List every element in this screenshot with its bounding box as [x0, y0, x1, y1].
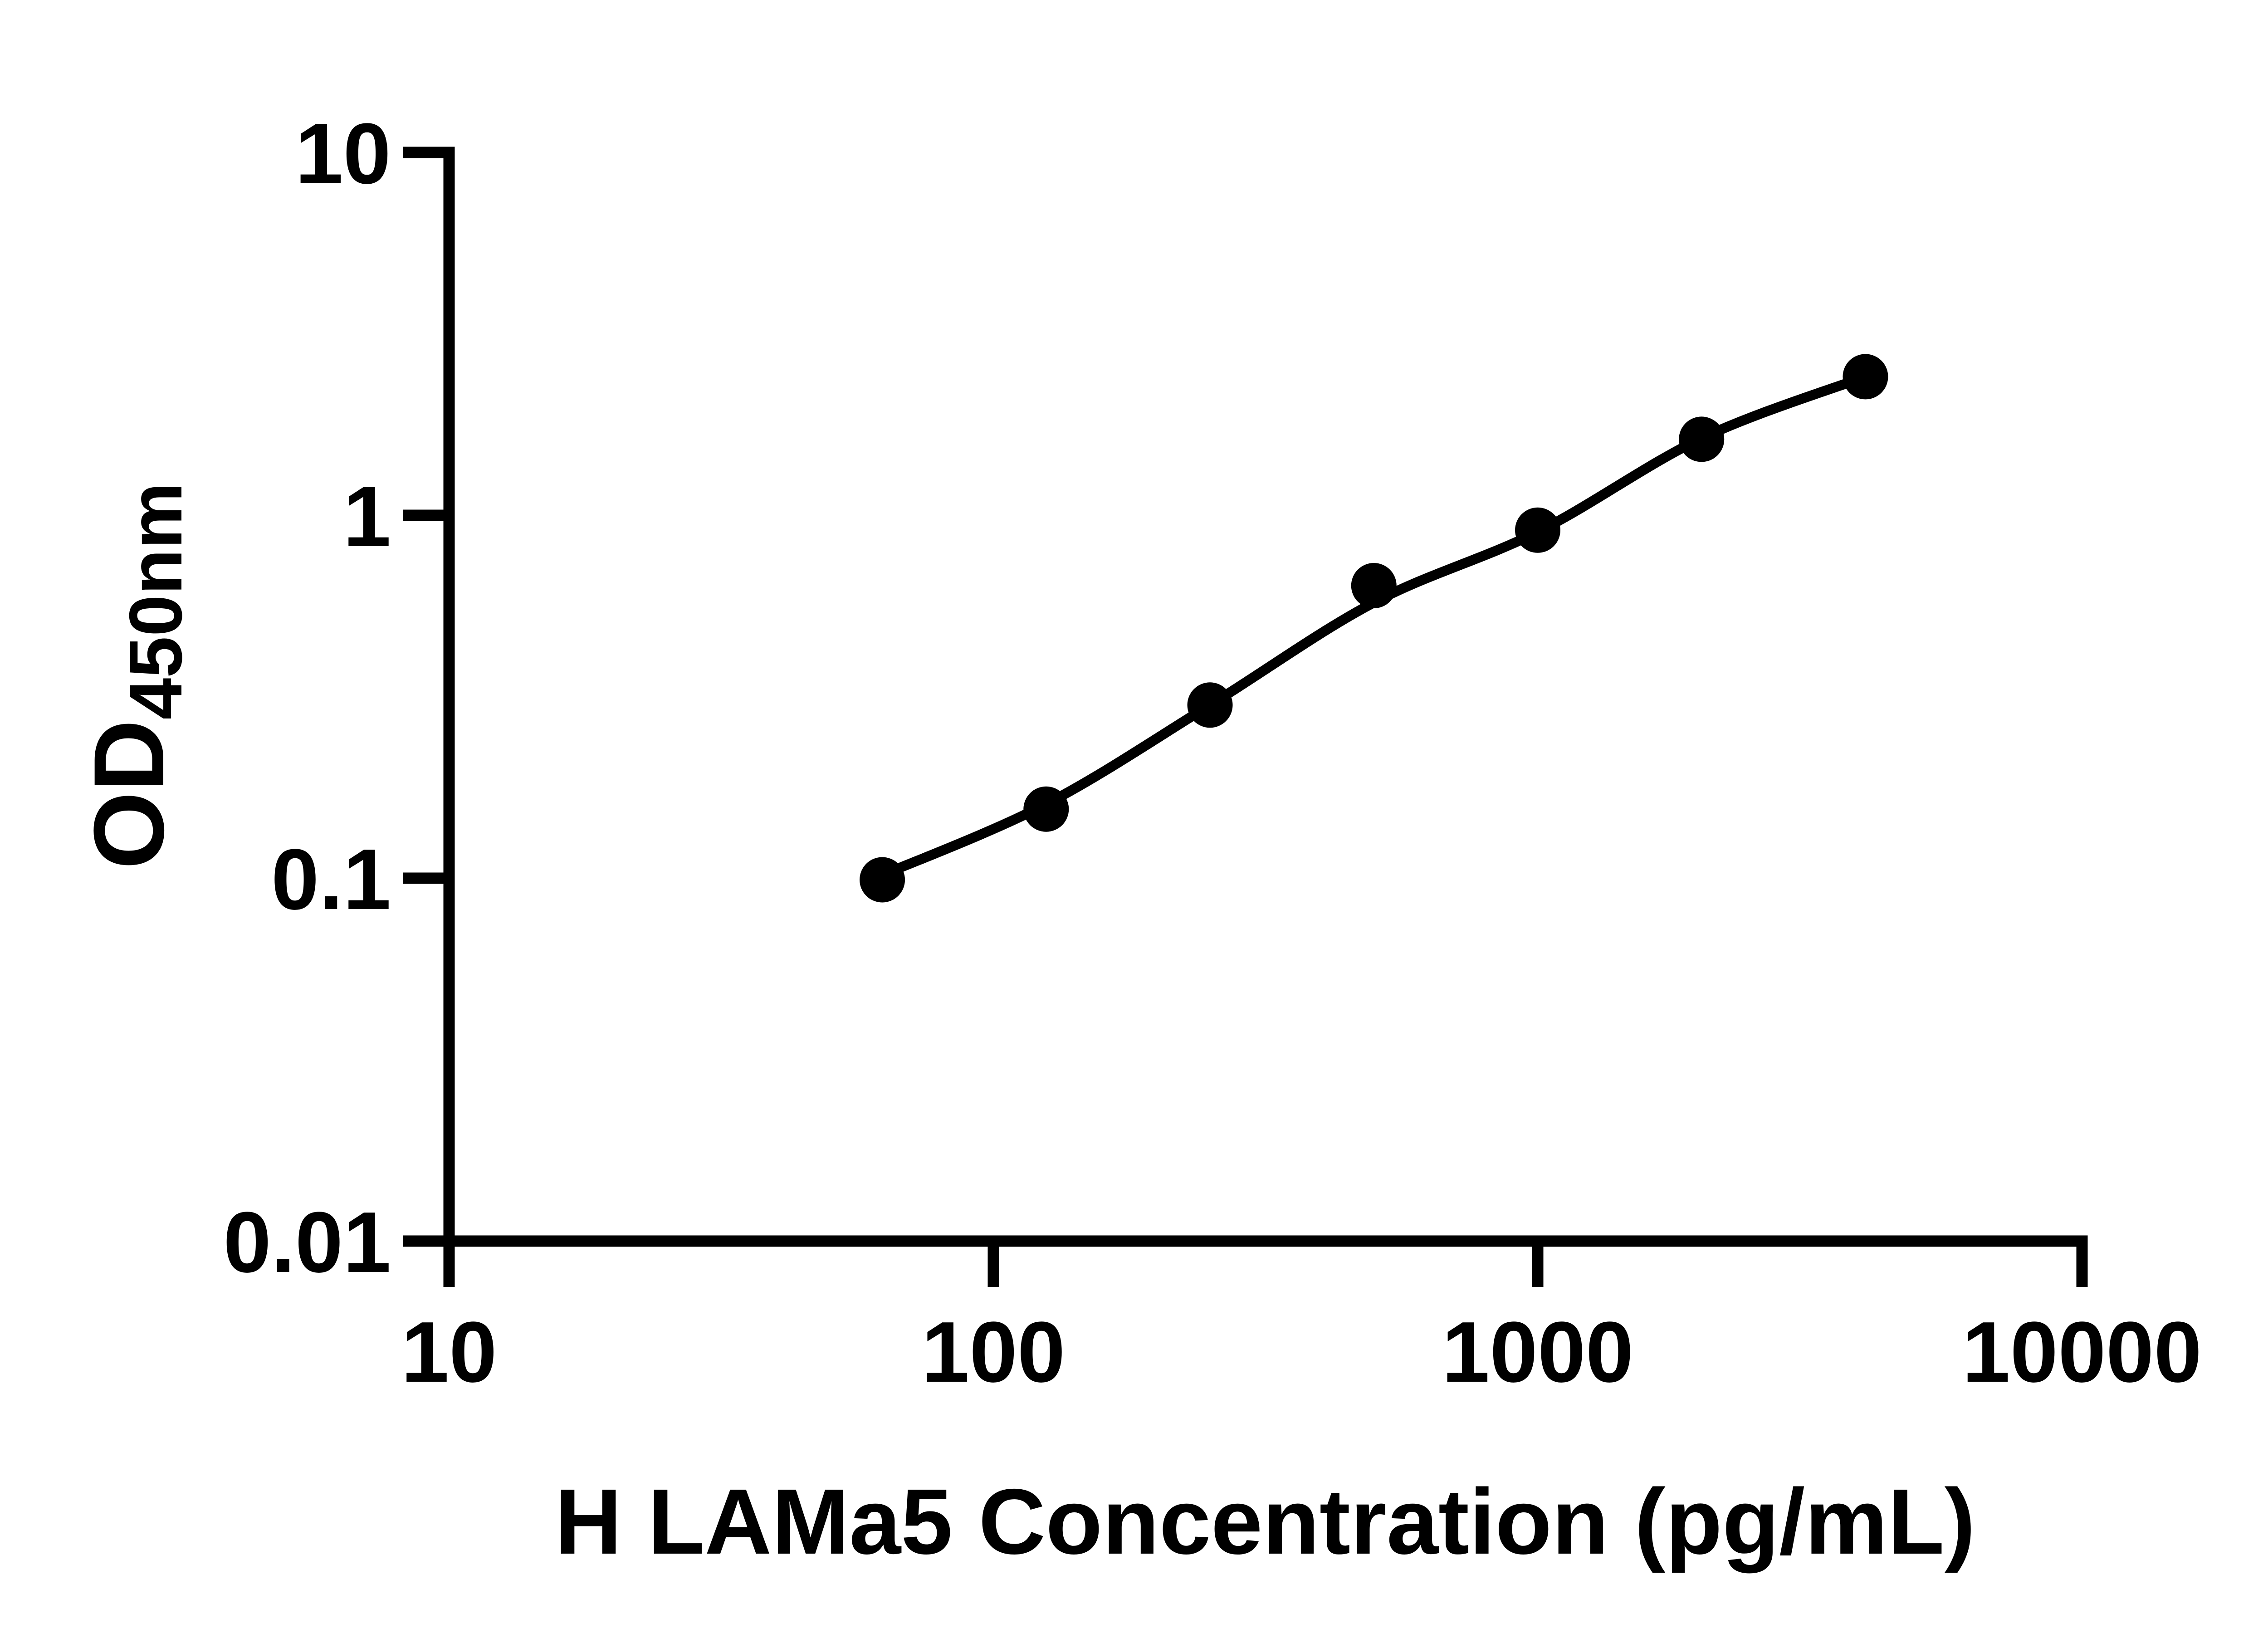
- plot-area: 10 100 1000 10000 10 1 0.1 0.01: [223, 106, 2202, 1400]
- y-tick-label: 0.01: [223, 1194, 391, 1291]
- y-axis-title-subscript: 450nm: [114, 483, 197, 720]
- data-point: [1515, 507, 1560, 553]
- data-point: [1679, 416, 1725, 462]
- x-axis-title: H LAMa5 Concentration (pg/mL): [555, 1470, 1975, 1574]
- data-point: [1187, 682, 1233, 728]
- x-tick-label: 1000: [1442, 1304, 1634, 1400]
- data-point: [860, 857, 905, 903]
- y-tick-label: 0.1: [271, 831, 391, 928]
- y-tick-label: 1: [343, 469, 391, 565]
- y-axis-title: OD450nm: [73, 483, 197, 870]
- x-tick-label: 100: [921, 1304, 1065, 1400]
- y-tick-label: 10: [295, 106, 391, 202]
- y-axis-title-main: OD: [73, 719, 185, 869]
- data-point: [1023, 786, 1069, 832]
- data-point: [1843, 354, 1888, 400]
- x-tick-label: 10: [401, 1304, 497, 1400]
- data-point: [1351, 563, 1397, 609]
- x-tick-label: 10000: [1962, 1304, 2202, 1400]
